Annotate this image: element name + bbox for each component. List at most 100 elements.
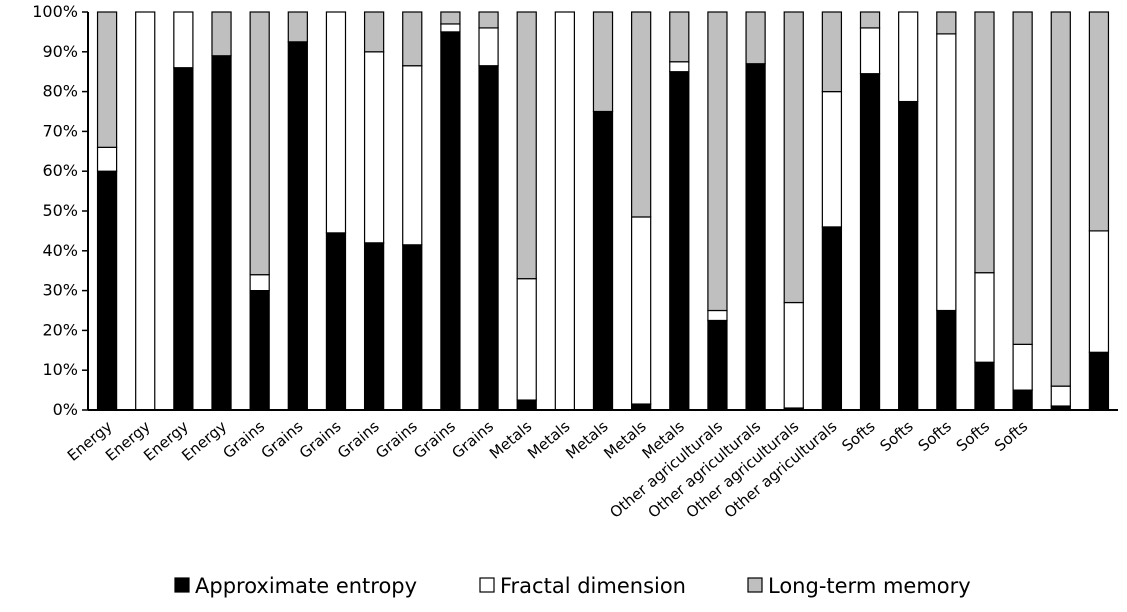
y-tick-label: 80% (42, 82, 78, 101)
bar-segment-fractal-dimension (1088, 230, 1110, 353)
y-tick-label: 100% (32, 2, 78, 21)
legend-swatch (174, 577, 190, 593)
bar-segment-long-term-memory (478, 11, 499, 29)
bar-segment-fractal-dimension (783, 301, 804, 409)
y-tick-label: 30% (42, 281, 78, 300)
y-tick-label: 70% (42, 121, 78, 140)
bar-segment-long-term-memory (669, 11, 690, 63)
category-label: Grains (258, 417, 307, 462)
bar-segment-fractal-dimension (859, 27, 881, 75)
bar-segment-long-term-memory (1050, 11, 1071, 387)
legend-swatch (747, 577, 763, 593)
bar-segment-fractal-dimension (363, 51, 385, 244)
bar-segment-long-term-memory (745, 11, 766, 65)
bar-segment-fractal-dimension (96, 146, 118, 172)
bar-segment-long-term-memory (249, 11, 270, 276)
y-tick-label: 90% (42, 42, 78, 61)
bar-segment-fractal-dimension (325, 11, 347, 234)
bar-segment-approximate-entropy (402, 244, 423, 411)
category-label: Grains (372, 417, 421, 462)
category-label: Metals (600, 417, 649, 463)
bar-segment-approximate-entropy (859, 73, 881, 411)
bar-segment-approximate-entropy (1012, 389, 1033, 411)
x-axis-labels: EnergyEnergyEnergyEnergyGrainsGrainsGrai… (64, 417, 1031, 522)
bar-segment-fractal-dimension (898, 11, 919, 103)
category-label: Grains (296, 417, 345, 462)
bar-segment-fractal-dimension (1050, 385, 1071, 407)
bar-segment-long-term-memory (859, 11, 881, 29)
bar-segment-approximate-entropy (592, 110, 614, 411)
bar-segment-fractal-dimension (936, 33, 957, 312)
bar-segment-fractal-dimension (707, 309, 728, 322)
category-label: Metals (524, 417, 573, 463)
bar-segment-approximate-entropy (516, 399, 537, 411)
bar-segment-approximate-entropy (898, 100, 919, 411)
bar-segment-approximate-entropy (478, 65, 499, 411)
bar-segment-fractal-dimension (402, 65, 423, 246)
bar-segment-long-term-memory (974, 11, 995, 274)
bar-segment-long-term-memory (592, 11, 614, 113)
axes (87, 12, 1118, 411)
category-label: Grains (410, 417, 459, 462)
bar-segment-long-term-memory (96, 11, 118, 148)
bar-segment-fractal-dimension (516, 278, 537, 401)
category-label: Softs (991, 417, 1031, 455)
bar-segment-approximate-entropy (440, 31, 461, 411)
legend-label: Approximate entropy (195, 574, 417, 598)
category-label: Grains (220, 417, 269, 462)
bar-segment-approximate-entropy (707, 319, 728, 411)
bar-segment-approximate-entropy (821, 226, 843, 411)
legend-label: Fractal dimension (500, 574, 686, 598)
bars (96, 11, 1110, 411)
bar-segment-fractal-dimension (631, 216, 652, 405)
bar-segment-approximate-entropy (936, 309, 957, 411)
y-tick-label: 40% (42, 241, 78, 260)
bar-segment-approximate-entropy (974, 361, 995, 411)
bar-segment-long-term-memory (821, 11, 843, 93)
bar-segment-long-term-memory (783, 11, 804, 304)
bar-segment-approximate-entropy (669, 71, 690, 411)
bar-segment-fractal-dimension (974, 272, 995, 363)
legend: Approximate entropy Fractal dimension Long… (174, 574, 971, 598)
category-label: Metals (486, 417, 535, 463)
bar-segment-long-term-memory (631, 11, 652, 218)
bar-segment-long-term-memory (440, 11, 461, 25)
y-tick-label: 50% (42, 201, 78, 220)
bar-segment-fractal-dimension (821, 90, 843, 228)
bar-segment-approximate-entropy (363, 242, 385, 411)
bar-segment-fractal-dimension (478, 27, 499, 67)
bar-segment-long-term-memory (516, 11, 537, 280)
bar-segment-fractal-dimension (135, 11, 156, 411)
category-label: Grains (334, 417, 383, 462)
y-axis: 0% 10% 20% 30% 40% 50% 60% 70% 80% 90% 100% (32, 2, 88, 419)
y-tick-label: 10% (42, 360, 78, 379)
bar-segment-approximate-entropy (96, 170, 118, 411)
bar-segment-approximate-entropy (249, 290, 270, 411)
category-label: Metals (562, 417, 611, 463)
bar-segment-approximate-entropy (325, 232, 347, 411)
bar-segment-long-term-memory (1088, 11, 1110, 232)
category-label: Grains (448, 417, 497, 462)
bar-segment-long-term-memory (363, 11, 385, 53)
legend-swatch (479, 577, 495, 593)
y-tick-label: 60% (42, 161, 78, 180)
bar-segment-approximate-entropy (1088, 351, 1110, 411)
bar-segment-long-term-memory (936, 11, 957, 35)
bar-segment-approximate-entropy (173, 67, 194, 411)
category-label: Softs (915, 417, 955, 455)
bar-segment-approximate-entropy (745, 63, 766, 411)
legend-label: Long-term memory (768, 574, 971, 598)
bar-segment-long-term-memory (402, 11, 423, 67)
bar-segment-fractal-dimension (440, 23, 461, 33)
y-tick-label: 0% (53, 400, 78, 419)
bar-segment-long-term-memory (287, 11, 308, 43)
bar-segment-fractal-dimension (554, 11, 575, 411)
y-tick-label: 20% (42, 320, 78, 339)
bar-segment-approximate-entropy (211, 55, 232, 411)
bar-segment-long-term-memory (707, 11, 728, 312)
bar-segment-approximate-entropy (287, 41, 308, 411)
bar-segment-fractal-dimension (249, 274, 270, 292)
bar-segment-fractal-dimension (1012, 343, 1033, 391)
category-label: Softs (953, 417, 993, 455)
